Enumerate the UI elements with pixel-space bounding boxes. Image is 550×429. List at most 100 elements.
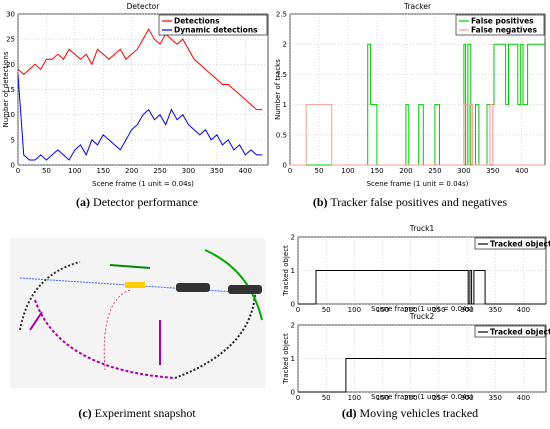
scan-segment-top bbox=[109, 264, 151, 269]
chart-title: Truck2 bbox=[409, 312, 435, 321]
x-tick-label: 200 bbox=[399, 167, 412, 175]
legend-entry: Detections bbox=[174, 17, 220, 26]
chart-title: Truck1 bbox=[409, 224, 435, 233]
x-tick-label: 350 bbox=[486, 167, 499, 175]
y-axis-label: Tracked object bbox=[282, 245, 290, 297]
x-tick-label: 400 bbox=[517, 394, 530, 402]
x-tick-label: 150 bbox=[376, 394, 389, 402]
y-tick-label: 2 bbox=[291, 322, 295, 330]
x-tick-label: 200 bbox=[404, 306, 417, 314]
plot-area bbox=[289, 13, 546, 166]
x-tick-label: 0 bbox=[296, 394, 300, 402]
chart-1: 0 50 100 150 200 250 300 350 400 0 0.5 1 1.5 2 2.5 Trac… bbox=[274, 2, 546, 188]
x-tick-label: 250 bbox=[432, 394, 445, 402]
x-tick-label: 350 bbox=[489, 306, 502, 314]
series-line-0 bbox=[298, 270, 546, 305]
y-tick-label: 1 bbox=[283, 101, 287, 109]
legend-box bbox=[474, 325, 546, 338]
x-tick-label: 50 bbox=[315, 167, 324, 175]
x-tick-label: 50 bbox=[322, 306, 331, 314]
y-tick-label: 0 bbox=[291, 389, 295, 397]
chart-2: 0 50 100 150 200 250 300 350 400 0 1 2 Truck1 Scene f… bbox=[282, 224, 550, 314]
x-tick-label: 400 bbox=[515, 167, 528, 175]
x-axis-label: Scene frame (1 unit = 0.04s) bbox=[371, 393, 473, 401]
series-line-0 bbox=[298, 358, 546, 393]
x-tick-label: 350 bbox=[489, 394, 502, 402]
y-tick-label: 1 bbox=[291, 355, 295, 363]
scan-segment-left bbox=[29, 311, 43, 331]
x-tick-label: 250 bbox=[428, 167, 441, 175]
y-tick-label: 0 bbox=[11, 162, 15, 170]
chart-0: 0 50 100 150 200 250 300 350 400 0 5 10 15 20 25 30 Dete… bbox=[2, 2, 269, 188]
scan-arc-right bbox=[174, 294, 256, 379]
x-axis-label: Scene frame (1 unit = 0.04s) bbox=[92, 180, 194, 188]
x-tick-label: 150 bbox=[370, 167, 383, 175]
y-tick-label: 30 bbox=[6, 11, 15, 19]
x-tick-label: 0 bbox=[16, 167, 20, 175]
x-tick-label: 100 bbox=[341, 167, 354, 175]
caption-d: (d) Moving vehicles tracked bbox=[342, 406, 478, 420]
x-tick-label: 300 bbox=[460, 394, 473, 402]
truck-marker-1 bbox=[176, 283, 210, 292]
caption-a: (a) Detector performance bbox=[76, 195, 198, 209]
y-tick-label: 0 bbox=[283, 162, 287, 170]
x-tick-label: 400 bbox=[239, 167, 252, 175]
legend-box bbox=[474, 237, 546, 250]
y-axis-label: Tracked object bbox=[282, 333, 290, 385]
y-tick-label: 20 bbox=[6, 61, 15, 69]
series-line-0 bbox=[17, 28, 263, 111]
legend-entry: Tracked object bbox=[490, 328, 550, 337]
x-tick-label: 100 bbox=[348, 394, 361, 402]
y-axis-label: Number of detections bbox=[2, 51, 10, 127]
x-axis-label: Scene frame (1 unit = 0.04s) bbox=[371, 305, 473, 313]
y-tick-label: 25 bbox=[6, 36, 15, 44]
series-line-1 bbox=[17, 74, 263, 161]
chart-title: Tracker bbox=[403, 2, 432, 11]
legend-box bbox=[158, 14, 268, 36]
x-tick-label: 150 bbox=[97, 167, 110, 175]
x-tick-label: 200 bbox=[404, 394, 417, 402]
experiment-snapshot bbox=[10, 238, 265, 388]
x-tick-label: 400 bbox=[517, 306, 530, 314]
scan-arc-bottom bbox=[34, 299, 176, 379]
legend-entry: False positives bbox=[471, 17, 534, 26]
y-tick-label: 1.5 bbox=[276, 71, 287, 79]
x-tick-label: 250 bbox=[153, 167, 166, 175]
legend-box bbox=[455, 14, 545, 36]
y-tick-label: 5 bbox=[11, 136, 15, 144]
car-marker bbox=[125, 282, 145, 288]
x-tick-label: 300 bbox=[182, 167, 195, 175]
x-tick-label: 0 bbox=[296, 306, 300, 314]
x-tick-label: 0 bbox=[288, 167, 292, 175]
x-axis-label: Scene frame (1 unit = 0.04s) bbox=[367, 180, 469, 188]
y-tick-label: 0.5 bbox=[276, 131, 287, 139]
y-tick-label: 1 bbox=[291, 267, 295, 275]
series-line-0 bbox=[290, 43, 545, 166]
x-tick-label: 350 bbox=[210, 167, 223, 175]
y-tick-label: 2.5 bbox=[276, 11, 287, 19]
legend-entry: Dynamic detections bbox=[174, 26, 258, 35]
y-tick-label: 15 bbox=[6, 86, 15, 94]
caption-b: (b) Tracker false positives and negative… bbox=[313, 195, 508, 209]
chart-title: Detector bbox=[127, 2, 161, 11]
scan-arc-green bbox=[204, 249, 263, 321]
chart-3: 0 50 100 150 200 250 300 350 400 0 1 2 Truck2 Scene f… bbox=[282, 312, 550, 402]
y-tick-label: 2 bbox=[283, 41, 287, 49]
series-line-1 bbox=[290, 104, 545, 166]
x-tick-label: 200 bbox=[125, 167, 138, 175]
truck-marker-2 bbox=[228, 285, 262, 294]
caption-c: (c) Experiment snapshot bbox=[78, 406, 196, 420]
x-tick-label: 50 bbox=[42, 167, 51, 175]
y-tick-label: 2 bbox=[291, 234, 295, 242]
scan-arc-left bbox=[19, 261, 81, 331]
legend-entry: False negatives bbox=[471, 26, 537, 35]
x-tick-label: 100 bbox=[68, 167, 81, 175]
x-tick-label: 100 bbox=[348, 306, 361, 314]
y-axis-label: Number of tracks bbox=[274, 59, 282, 120]
x-tick-label: 150 bbox=[376, 306, 389, 314]
x-tick-label: 300 bbox=[457, 167, 470, 175]
snapshot-background bbox=[10, 238, 265, 388]
x-tick-label: 50 bbox=[322, 394, 331, 402]
y-tick-label: 10 bbox=[6, 111, 15, 119]
